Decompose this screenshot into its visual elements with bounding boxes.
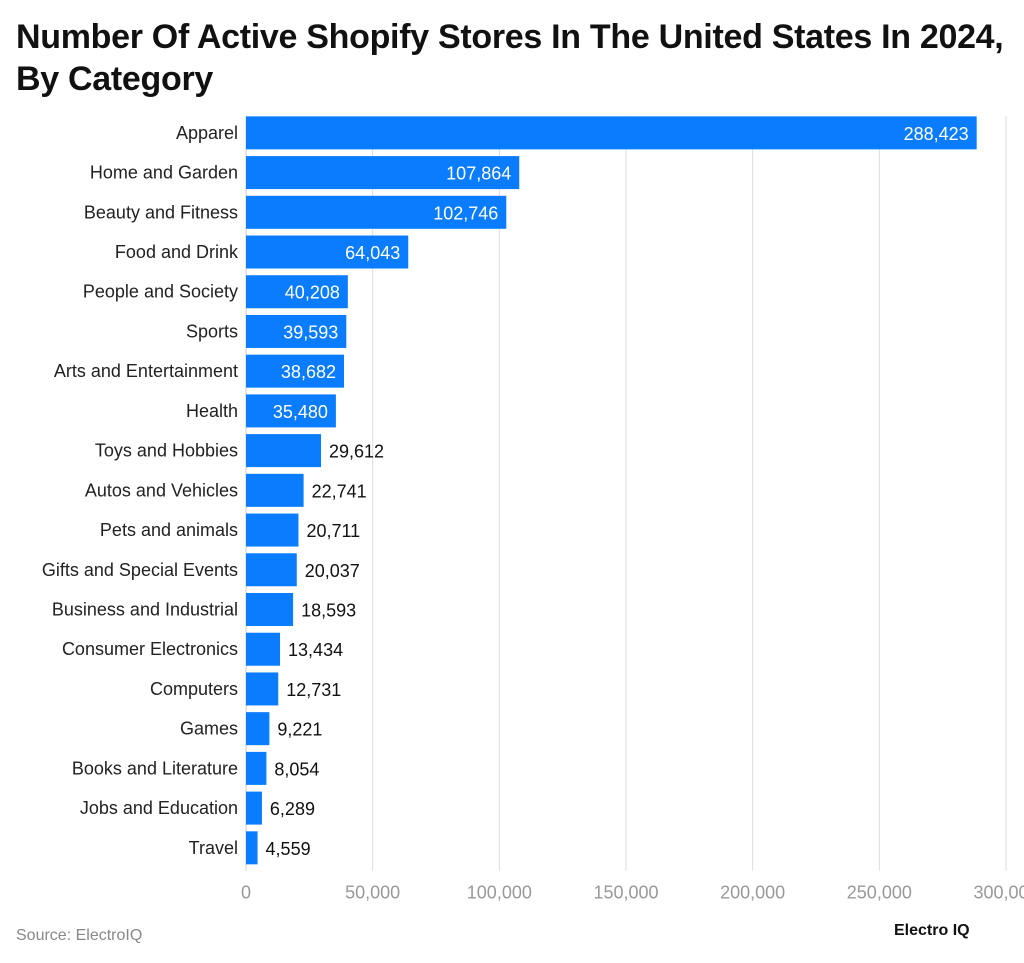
value-label: 22,741 — [312, 481, 367, 501]
x-tick-label: 100,000 — [467, 883, 532, 903]
value-label: 13,434 — [288, 640, 343, 660]
bar — [246, 434, 322, 468]
value-label: 8,054 — [274, 759, 319, 779]
bar — [246, 632, 281, 666]
category-label: Travel — [189, 838, 238, 858]
category-label: Books and Literature — [72, 758, 238, 778]
value-label: 288,423 — [904, 124, 969, 144]
category-label: Health — [186, 401, 238, 421]
category-label: Pets and animals — [100, 520, 238, 540]
category-label: Business and Industrial — [52, 600, 238, 620]
x-tick-label: 250,000 — [847, 883, 912, 903]
bar — [246, 116, 977, 150]
x-tick-label: 50,000 — [345, 883, 400, 903]
value-label: 29,612 — [329, 442, 384, 462]
value-label: 18,593 — [301, 601, 356, 621]
value-label: 38,682 — [281, 362, 336, 382]
category-label: Consumer Electronics — [62, 639, 238, 659]
bar — [246, 235, 409, 269]
bar — [246, 672, 279, 706]
value-label: 6,289 — [270, 799, 315, 819]
bar — [246, 593, 294, 626]
category-label: Apparel — [176, 123, 238, 143]
category-label: Jobs and Education — [80, 798, 238, 818]
bar — [246, 712, 270, 746]
bar — [246, 473, 304, 507]
category-label: Toys and Hobbies — [95, 441, 238, 461]
chart-title: Number Of Active Shopify Stores In The U… — [16, 18, 1004, 98]
category-label: Gifts and Special Events — [42, 560, 238, 580]
value-label: 12,731 — [286, 680, 341, 700]
category-label: Beauty and Fitness — [84, 202, 238, 222]
bar — [246, 195, 507, 229]
category-label: People and Society — [83, 282, 238, 302]
category-label: Computers — [150, 679, 238, 699]
category-label: Food and Drink — [115, 242, 239, 262]
bar — [246, 831, 258, 865]
bar — [246, 513, 299, 547]
bar — [246, 156, 520, 190]
value-label: 39,593 — [283, 322, 338, 342]
x-tick-label: 150,000 — [593, 883, 658, 903]
bar — [246, 275, 348, 309]
bar — [246, 751, 267, 785]
bar — [246, 791, 262, 825]
x-tick-label: 200,000 — [720, 883, 785, 903]
value-label: 102,746 — [433, 203, 498, 223]
category-label: Autos and Vehicles — [85, 480, 238, 500]
category-label: Arts and Entertainment — [54, 361, 238, 381]
source-note: Source: ElectroIQ — [16, 927, 143, 944]
value-label: 35,480 — [273, 402, 328, 422]
bar — [246, 314, 347, 348]
bar — [246, 553, 297, 587]
electroiq-logo: Electro IQ — [894, 922, 970, 939]
value-label: 107,864 — [446, 164, 511, 184]
category-label: Games — [180, 719, 238, 739]
bar — [246, 394, 336, 428]
value-label: 20,037 — [305, 561, 360, 581]
value-label: 40,208 — [285, 283, 340, 303]
value-label: 64,043 — [345, 243, 400, 263]
value-label: 4,559 — [266, 839, 311, 859]
x-tick-label: 300,000 — [973, 883, 1024, 903]
x-tick-label: 0 — [241, 883, 251, 903]
category-label: Home and Garden — [90, 163, 238, 183]
bar — [246, 354, 344, 388]
value-label: 20,711 — [306, 521, 360, 541]
category-label: Sports — [186, 321, 238, 341]
value-label: 9,221 — [277, 720, 322, 740]
